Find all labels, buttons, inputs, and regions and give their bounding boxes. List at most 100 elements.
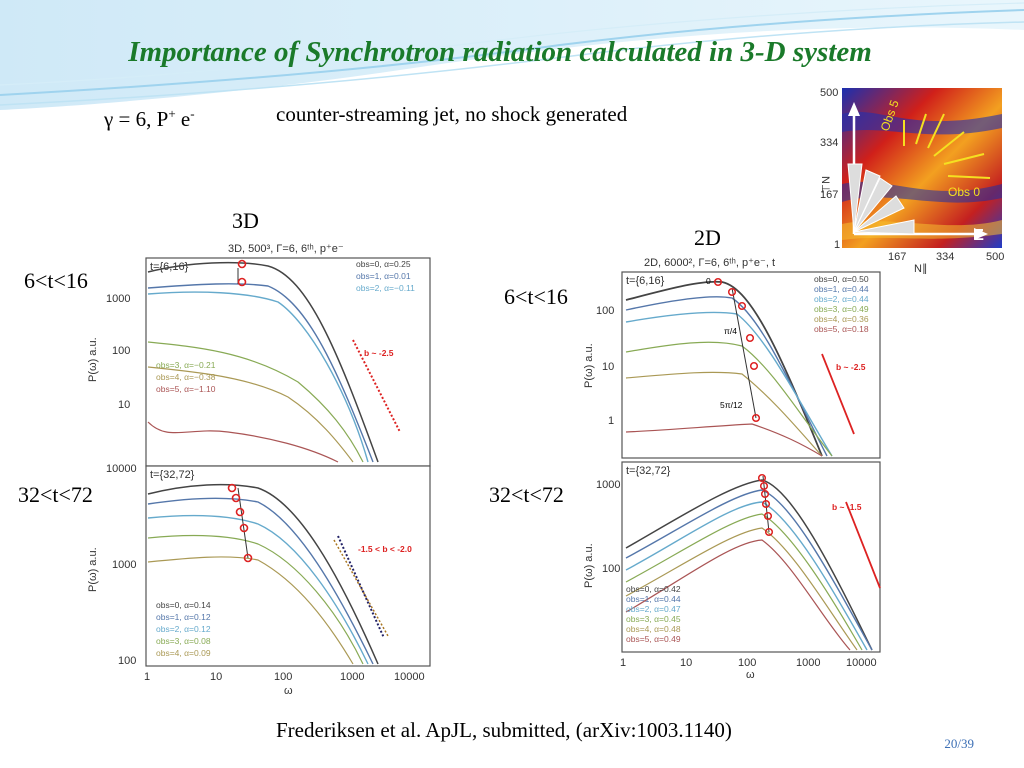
plot-2d-bottom-time: t={32,72} <box>626 465 671 477</box>
marker-2d-bottom-4 <box>763 511 773 521</box>
plot-2d-xtick-4: 10000 <box>846 657 877 669</box>
time-range-label-top-left: 6<t<16 <box>24 268 88 293</box>
curve-3d-top-obs5 <box>147 421 339 463</box>
slope-line-2d-bottom <box>845 501 881 589</box>
plot-2d-top-ytick-0: 100 <box>596 305 614 317</box>
inset-ytick-3: 1 <box>834 239 840 251</box>
time-range-label-bottom-right: 32<t<72 <box>489 482 564 507</box>
plot-3d-bottom-legend-1: obs=1, α=0.12 <box>156 612 211 622</box>
inset-xlabel: N∥ <box>914 263 927 274</box>
slope-2d-bottom: b ~ -1.5 <box>832 502 862 512</box>
plot-2d-top-legend-5: obs=5, α=0.18 <box>814 324 869 334</box>
slope-line-3d-bottom-a <box>337 535 385 639</box>
plot-2d-top-legend-0: obs=0, α=0.50 <box>814 274 869 284</box>
curve-2d-bottom-obs3 <box>625 513 863 651</box>
marker-2d-bottom-1 <box>759 481 769 491</box>
slide-subtitle: counter-streaming jet, no shock generate… <box>276 102 628 126</box>
curve-3d-top-obs3 <box>147 341 364 463</box>
plot-3d-bottom-ytick-1: 1000 <box>112 559 136 571</box>
plot-2d-bottom-legend-1: obs=1, α=0.44 <box>626 594 681 604</box>
plot-2d-top-ytick-2: 1 <box>608 415 614 427</box>
marker-2d-bottom-0 <box>757 473 767 483</box>
plot-2d-xtick-0: 1 <box>620 657 626 669</box>
plot-3d-xtick-4: 10000 <box>394 671 425 683</box>
slide-title: Importance of Synchrotron radiation calc… <box>128 36 872 68</box>
curve-2d-top-obs5 <box>625 423 823 457</box>
angle-label-2: 5π/12 <box>720 400 743 410</box>
inset-ylabel: N⊥ <box>819 176 831 194</box>
marker-2d-top-5 <box>751 413 761 423</box>
time-range-label-bottom-left: 32<t<72 <box>18 482 93 507</box>
curve-3d-bottom-obs0 <box>147 483 379 665</box>
plot-3d-bottom-legend-0: obs=0, α=0.14 <box>156 600 211 610</box>
marker-2d-bottom-3 <box>761 499 771 509</box>
marker-3d-bottom-1 <box>231 493 241 503</box>
plot-2d-ylabel-bottom: P(ω) a.u. <box>583 543 595 588</box>
curve-2d-bottom-obs5 <box>625 539 851 651</box>
marker-2d-top-1 <box>727 287 737 297</box>
plasma-params: γ = 6, P+ e- <box>104 106 195 132</box>
plot-3d-xtick-0: 1 <box>144 671 150 683</box>
plot-3d-top-legend-4: obs=4, α=−0.38 <box>156 372 216 382</box>
inset-ytick-2: 167 <box>820 189 838 201</box>
plot-3d-top-ytick-1: 100 <box>112 345 130 357</box>
e-sup: - <box>190 106 195 121</box>
plot-2d-xtick-3: 1000 <box>796 657 820 669</box>
curve-3d-bottom-obs2 <box>147 514 369 665</box>
curve-3d-bottom-obs1 <box>147 497 374 665</box>
header-wave-decoration <box>0 0 1024 110</box>
inset-ytick-0: 500 <box>820 87 838 99</box>
plot-3d-xtick-3: 1000 <box>340 671 364 683</box>
plot-3d-xtick-1: 10 <box>210 671 222 683</box>
plot-2d-ylabel-top: P(ω) a.u. <box>583 343 595 388</box>
plot-2d-bottom-legend-2: obs=2, α=0.47 <box>626 604 681 614</box>
curve-3d-bottom-obs3 <box>147 534 364 665</box>
curve-3d-top-obs4 <box>147 366 354 463</box>
slope-2d-top: b ~ -2.5 <box>836 362 866 372</box>
curve-3d-top-obs0 <box>147 261 379 463</box>
marker-2d-top-2 <box>737 301 747 311</box>
inset-obs0-label: Obs 0 <box>948 185 980 199</box>
plot-3d-top-legend-0: obs=0, α=0.25 <box>356 259 411 269</box>
curve-2d-bottom-obs4 <box>625 527 858 651</box>
curve-3d-top-obs2 <box>147 291 369 463</box>
plot-2d-top-legend-1: obs=1, α=0.44 <box>814 284 869 294</box>
curve-3d-top-obs1 <box>147 283 374 463</box>
plot-3d-bottom-ytick-2: 100 <box>118 655 136 667</box>
plot-3d-bottom-time: t={32,72} <box>150 469 195 481</box>
marker-3d-bottom-2 <box>235 507 245 517</box>
inset-axis-z: Z <box>974 227 984 244</box>
p-sup: + <box>168 106 176 121</box>
marker-2d-bottom-2 <box>760 489 770 499</box>
plot-3d-header: 3D, 500³, Γ=6, 6ᵗʰ, p⁺e⁻ <box>228 243 344 255</box>
plot-2d-xlabel: ω <box>746 669 755 678</box>
plot-3d-top-legend-5: obs=5, α=−1.10 <box>156 384 216 394</box>
angle-label-1: π/4 <box>724 326 737 336</box>
plot-2d-header: 2D, 6000², Γ=6, 6ᵗʰ, p⁺e⁻, t <box>644 257 775 269</box>
inset-ytick-1: 334 <box>820 137 838 149</box>
label-3d: 3D <box>232 208 259 233</box>
marker-2d-top-4 <box>749 361 759 371</box>
plot-3d-bottom-legend-4: obs=4, α=0.09 <box>156 648 211 658</box>
plot-3d-ylabel-bottom: P(ω) a.u. <box>88 547 99 592</box>
plot-2d-top-legend-4: obs=4, α=0.36 <box>814 314 869 324</box>
curve-3d-bottom-obs4 <box>147 556 354 665</box>
curve-2d-top-obs4 <box>625 371 823 457</box>
gamma-text: γ = 6, P <box>104 107 169 131</box>
plot-3d-top-legend-2: obs=2, α=−0.11 <box>356 283 415 293</box>
plot-3d-bottom-ytick-0: 10000 <box>106 463 137 475</box>
curve-2d-top-obs3 <box>625 341 833 457</box>
inset-xtick-1: 334 <box>936 251 954 263</box>
slide-number: 20/39 <box>944 736 974 751</box>
curve-2d-bottom-obs1 <box>625 489 873 651</box>
marker-2d-bottom-5 <box>764 527 774 537</box>
plot-2d-top-legend-3: obs=3, α=0.49 <box>814 304 869 314</box>
plot-2d-bottom-ytick-0: 1000 <box>596 479 620 491</box>
plot-2d-top-ytick-1: 10 <box>602 361 614 373</box>
slope-3d-bottom: -1.5 < b < -2.0 <box>358 544 412 554</box>
plot-2d-bottom-legend-4: obs=4, α=0.48 <box>626 624 681 634</box>
slope-line-3d-top <box>352 339 401 433</box>
plot-2d-bottom-legend-5: obs=5, α=0.49 <box>626 634 681 644</box>
plot-2d-xtick-1: 10 <box>680 657 692 669</box>
marker-2d-top-0 <box>713 277 723 287</box>
